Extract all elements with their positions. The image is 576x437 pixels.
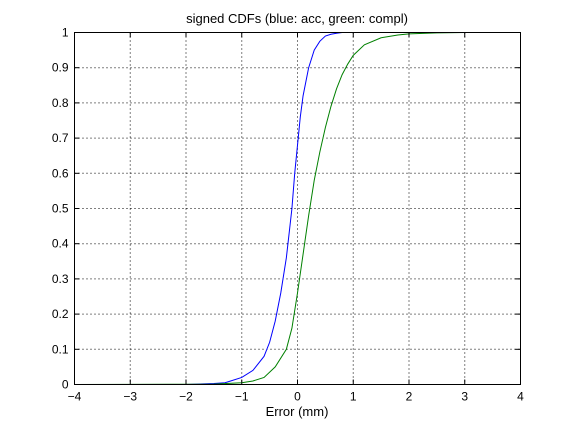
x-tick-label: −4 — [68, 390, 82, 404]
ticks — [74, 32, 521, 385]
y-tick-label: 0.3 — [52, 272, 69, 286]
x-axis-label: Error (mm) — [266, 404, 329, 419]
x-tick-labels: −4 −3 −2 −1 0 1 2 3 4 — [68, 390, 525, 404]
y-tick-labels: 0 0.1 0.2 0.3 0.4 0.5 0.6 0.7 0.8 0.9 1 — [52, 26, 69, 392]
x-tick-label: 3 — [461, 390, 468, 404]
y-tick-label: 0.7 — [52, 131, 69, 145]
x-tick-label: −2 — [179, 390, 193, 404]
x-tick-label: 4 — [517, 390, 524, 404]
y-tick-label: 0.2 — [52, 307, 69, 321]
grid — [74, 32, 521, 385]
x-tick-label: 2 — [406, 390, 413, 404]
y-tick-label: 0.5 — [52, 202, 69, 216]
y-tick-label: 0.6 — [52, 166, 69, 180]
x-tick-label: 1 — [350, 390, 357, 404]
x-tick-label: −1 — [235, 390, 249, 404]
y-tick-label: 0.4 — [52, 237, 69, 251]
x-tick-label: 0 — [294, 390, 301, 404]
chart-title: signed CDFs (blue: acc, green: compl) — [186, 11, 408, 26]
x-tick-label: −3 — [123, 390, 137, 404]
series-line-green — [74, 32, 521, 385]
series-line-blue — [74, 32, 426, 385]
y-tick-label: 0.1 — [52, 342, 69, 356]
y-tick-label: 1 — [62, 26, 69, 40]
series-lines — [74, 32, 521, 385]
y-tick-label: 0.8 — [52, 96, 69, 110]
y-tick-label: 0.9 — [52, 61, 69, 75]
y-tick-label: 0 — [62, 378, 69, 392]
